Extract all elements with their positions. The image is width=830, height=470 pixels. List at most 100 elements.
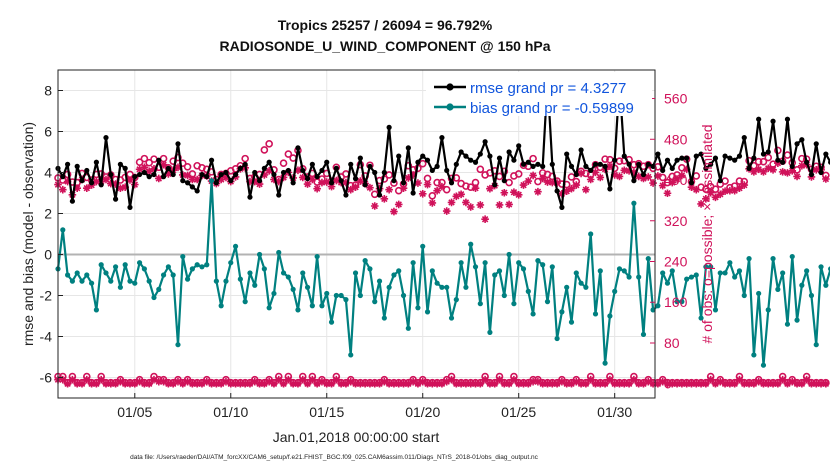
rmse-series-point [208,157,215,163]
assimilated-obs-low-marker [702,379,710,388]
left-y-axis-ticks: -6 -4 -2 0 2 4 6 8 [40,83,63,386]
assimilated-obs-marker [500,188,509,197]
y-left-tick-label: 8 [44,83,52,99]
assimilated-obs-marker [246,177,254,186]
assimilated-obs-marker [822,175,830,183]
bias-series-point [626,274,632,280]
assimilated-obs-marker [399,184,408,192]
rmse-series-point [511,157,517,163]
assimilated-obs-low-marker [164,379,173,388]
bias-series-point [79,278,85,284]
bias-series-point [300,270,306,276]
rmse-series-point [751,155,757,161]
bias-series-point [280,270,287,276]
bias-series-point [84,272,90,278]
rmse-series-point [578,147,584,153]
bias-series-point [496,268,503,274]
possible-obs-marker [759,157,768,166]
assimilated-obs-low-marker [716,377,725,386]
rmse-series-point [525,159,531,165]
bias-series-point [540,262,546,268]
possible-obs-marker [385,171,393,179]
rmse-series-point [410,190,416,196]
rmse-series-point [583,163,589,169]
assimilated-obs-marker [447,198,456,207]
assimilated-obs-marker [164,170,173,178]
rmse-series-point [180,178,186,184]
assimilated-obs-marker [606,162,614,171]
rmse-series-point [554,188,560,194]
bias-series-point [60,227,66,233]
rmse-series-point [597,161,603,167]
bias-series-point [693,272,699,278]
rmse-series-point [424,157,431,163]
rmse-series-point [343,192,349,198]
assimilated-obs-marker [82,184,91,192]
assimilated-obs-marker [260,171,269,179]
rmse-series-point [717,178,723,184]
rmse-series-point [703,165,709,171]
rmse-series-point [333,165,339,171]
bias-series-point [362,258,368,264]
assimilated-obs-marker [663,189,672,198]
rmse-series-point [376,192,383,198]
assimilated-obs-marker [471,184,480,192]
rmse-series-point [496,155,503,161]
rmse-series-point [223,169,229,176]
bias-series-point [780,270,786,276]
bias-series-point [655,303,661,309]
rmse-series-point [309,161,315,167]
bias-series-point [199,264,205,270]
rmse-series-point [501,178,507,184]
rmse-series-point [151,171,157,178]
assimilated-obs-low-marker [298,375,307,384]
assimilated-obs-marker [116,184,125,192]
assimilated-obs-low-marker [394,379,403,388]
assimilated-obs-low-marker [476,379,485,388]
bias-series-point [285,274,291,280]
rmse-series-point [540,163,546,169]
assimilated-obs-marker [294,166,302,175]
y-axis-left-label: rmse and bias (model - observation) [20,122,36,346]
assimilated-obs-low-marker [486,379,494,388]
bias-series-point [487,329,493,335]
legend-box [426,72,652,116]
assimilated-obs-marker [58,185,67,194]
rmse-series-point [520,161,527,167]
rmse-series-point [732,157,738,163]
bias-series-point [640,331,647,338]
assimilated-obs-low-marker [495,375,504,384]
assimilated-obs-marker [154,174,163,183]
x-tick-label: 01/10 [213,404,248,420]
assimilated-obs-marker [150,165,158,173]
bias-series-point [424,309,431,315]
assimilated-obs-low-marker [289,379,297,388]
assimilated-obs-marker [529,171,537,180]
assimilated-obs-marker [385,185,393,194]
rmse-series-point [348,161,354,167]
assimilated-obs-low-marker [514,379,523,388]
bias-series-point [261,266,267,272]
bias-series-point [194,262,200,268]
assimilated-obs-low-marker [97,375,105,384]
assimilated-obs-low-marker [582,379,590,388]
y-left-tick-label: 0 [44,247,52,263]
rmse-series-point [300,167,306,174]
assimilated-obs-low-marker [678,379,686,388]
rmse-series-point [808,171,815,178]
bias-series-point [175,342,181,348]
bias-series-point [151,294,157,301]
rmse-series-point [266,159,272,165]
assimilated-obs-low-marker [193,379,201,388]
assimilated-obs-marker [313,184,321,193]
assimilated-obs-low-marker [418,377,427,386]
rmse-series-point [237,165,243,171]
bias-series-point [492,272,498,278]
assimilated-obs-marker [481,215,489,224]
y-right-tick-label: 560 [664,91,688,107]
bias-series-point [218,303,224,309]
bias-series-point [276,249,282,256]
bias-series-point [223,278,229,284]
assimilated-obs-marker [121,183,129,191]
